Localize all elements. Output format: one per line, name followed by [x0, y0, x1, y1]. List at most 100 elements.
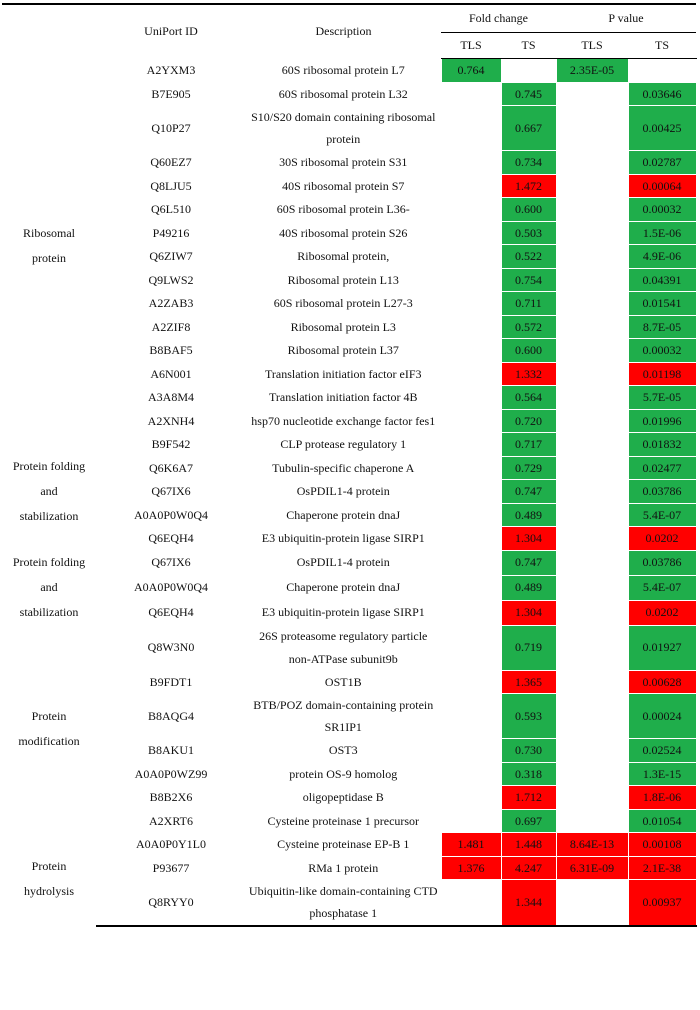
table-row: Q6K6A7 Tubulin-specific chaperone A 0.729 0…: [2, 455, 697, 480]
table-row: A6N001 Translation initiation factor eIF3…: [2, 361, 697, 386]
ts-fc: 1.712: [500, 785, 557, 810]
table-row: Q6ZIW7 Ribosomal protein, 0.522 4.9E-06: [2, 244, 697, 269]
tls-p: [555, 624, 629, 671]
uniport-id: Q67IX6: [151, 555, 191, 570]
uniport-id: A2ZIF8: [151, 319, 191, 334]
ts-fc: 0.593: [500, 693, 557, 739]
header-fold-change: Fold change: [441, 3, 556, 33]
uniport-id: A0A0P0WZ99: [134, 766, 208, 781]
tls-p: [555, 549, 629, 576]
ts-p: 0.02477: [627, 455, 697, 480]
ts-p: 0.0202: [627, 599, 697, 626]
table-row: B8BAF5 Ribosomal protein L37 0.600 0.00032: [2, 338, 697, 363]
description: E3 ubiquitin-protein ligase SIRP1: [261, 605, 425, 620]
description: 60S ribosomal protein L32: [278, 86, 408, 101]
uniport-id: Q6K6A7: [149, 460, 193, 475]
tls-fc: 1.376: [440, 855, 502, 880]
uniport-id: B8AKU1: [147, 743, 194, 757]
description: 40S ribosomal protein S7: [282, 178, 405, 193]
table-row: B8AKU1 OST3 0.730 0.02524: [2, 738, 697, 763]
ts-fc: 0.747: [500, 479, 557, 504]
tls-fc: [440, 526, 502, 551]
uniport-id: A6N001: [150, 366, 192, 381]
tls-fc: [440, 574, 502, 601]
ts-fc: 4.247: [500, 855, 557, 880]
uniport-id: A2XNH4: [147, 413, 195, 428]
tls-p: [555, 432, 629, 457]
table-row: Q10P27 S10/S20 domain containing ribosoma…: [2, 105, 697, 151]
ts-p: 0.00064: [627, 173, 697, 198]
table-row: A2XRT6 Cysteine proteinase 1 precursor 0.6…: [2, 808, 697, 833]
ts-p: 2.1E-38: [627, 855, 697, 880]
tls-p: [555, 173, 629, 198]
description: Tubulin-specific chaperone A: [272, 460, 415, 475]
uniport-id: B9FDT1: [149, 674, 193, 689]
uniport-id: Q67IX6: [151, 484, 191, 498]
ts-p: 0.01541: [627, 291, 697, 316]
description: 60S ribosomal protein L36-: [276, 202, 410, 216]
header-description: Description: [246, 3, 441, 59]
ts-p: 5.4E-07: [627, 574, 697, 601]
description: OST1B: [324, 674, 362, 689]
uniport-id: A2XRT6: [149, 813, 193, 828]
tls-fc: [440, 173, 502, 198]
uniport-id: Q6ZIW7: [149, 249, 193, 263]
ts-p: 1.8E-06: [627, 785, 697, 810]
uniport-id: A2ZAB3: [148, 296, 194, 310]
ts-p: 0.03786: [627, 549, 697, 576]
uniport-id: B9F542: [151, 437, 191, 451]
table-row: A0A0P0W0Q4 Chaperone protein dnaJ 0.489 5.4…: [2, 502, 697, 527]
table-row: Protein modification Q8W3N0 26S proteasome…: [2, 624, 697, 748]
tls-p: [555, 338, 629, 363]
ts-fc: 0.717: [500, 432, 557, 457]
table-row: Q6L510 60S ribosomal protein L36- 0.600 0.0…: [2, 197, 697, 222]
description: Ribosomal protein,: [297, 249, 390, 263]
tls-fc: [440, 385, 502, 410]
ts-p: 1.5E-06: [627, 220, 697, 245]
description: 26S proteasome regulatory particle non-A…: [259, 629, 428, 666]
tls-fc: [440, 808, 502, 833]
ts-fc: 1.332: [500, 361, 557, 386]
ts-fc: 0.719: [500, 624, 557, 671]
table-row: Q8LJU5 40S ribosomal protein S7 1.472 0.000…: [2, 173, 697, 198]
table-row: Q9LWS2 Ribosomal protein L13 0.754 0.04391: [2, 267, 697, 292]
tls-fc: [440, 291, 502, 316]
tls-p: [555, 455, 629, 480]
uniport-id: A0A0P0W0Q4: [134, 580, 208, 595]
ts-fc: 1.365: [500, 669, 557, 694]
ts-fc: 0.600: [500, 197, 557, 222]
table-row: Protein folding and stabilization Q67IX6 O…: [2, 549, 697, 619]
tls-p: [555, 479, 629, 504]
uniport-id: B7E905: [151, 86, 191, 101]
tls-p: 8.64E-13: [555, 832, 629, 857]
ts-fc: 0.729: [500, 455, 557, 480]
tls-fc: [440, 197, 502, 222]
tls-fc: 1.481: [440, 832, 502, 857]
ts-p: 5.7E-05: [627, 385, 697, 410]
ts-p: 4.9E-06: [627, 244, 697, 269]
table-row: P93677 RMa 1 protein 1.376 4.247 6.31E-09 2.1…: [2, 855, 697, 880]
tls-p: [555, 150, 629, 175]
group-label: Protein folding and stabilization: [12, 458, 86, 523]
tls-p: [555, 361, 629, 386]
uniport-id: A3A8M4: [147, 390, 194, 404]
tls-fc: [440, 361, 502, 386]
ts-p: 0.03786: [627, 479, 697, 504]
group-label: Protein hydrolysis: [23, 859, 74, 898]
tls-p: [555, 761, 629, 786]
table-header: UniPort ID Description Fold change P val…: [2, 3, 696, 59]
tls-p: [555, 879, 629, 927]
ts-fc: 0.318: [500, 761, 557, 786]
tls-p: [555, 314, 629, 339]
ts-p: [627, 58, 697, 83]
tls-fc: [440, 455, 502, 480]
ts-p: 0.02524: [627, 738, 697, 763]
tls-p: [555, 105, 629, 151]
description: hsp70 nucleotide exchange factor fes1: [251, 413, 436, 428]
ts-fc: 0.572: [500, 314, 557, 339]
ts-fc: 0.745: [500, 81, 557, 106]
tls-fc: [440, 244, 502, 269]
uniport-id: A0A0P0Y1L0: [135, 837, 206, 851]
header-tls: TLS: [441, 32, 501, 59]
group-label: Protein modification: [18, 708, 80, 748]
